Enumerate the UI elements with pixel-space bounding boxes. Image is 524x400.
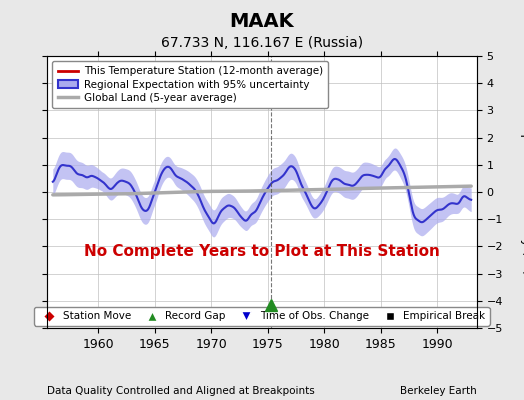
Text: Berkeley Earth: Berkeley Earth xyxy=(400,386,477,396)
Y-axis label: Temperature Anomaly (°C): Temperature Anomaly (°C) xyxy=(520,108,524,276)
Legend: Station Move, Record Gap, Time of Obs. Change, Empirical Break: Station Move, Record Gap, Time of Obs. C… xyxy=(35,307,489,326)
Text: Data Quality Controlled and Aligned at Breakpoints: Data Quality Controlled and Aligned at B… xyxy=(47,386,315,396)
Text: MAAK: MAAK xyxy=(230,12,294,31)
Text: 67.733 N, 116.167 E (Russia): 67.733 N, 116.167 E (Russia) xyxy=(161,36,363,50)
Text: No Complete Years to Plot at This Station: No Complete Years to Plot at This Statio… xyxy=(84,244,440,259)
